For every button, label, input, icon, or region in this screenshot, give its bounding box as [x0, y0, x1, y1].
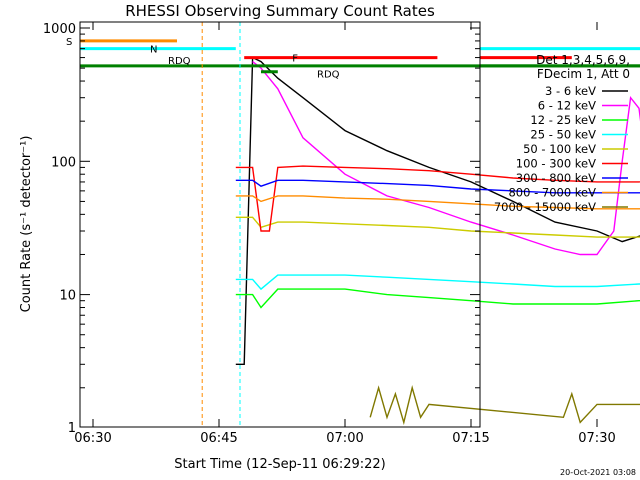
series-layer: [235, 56, 640, 426]
flag-label-rdq-4: RDQ: [317, 70, 340, 81]
x-tick-label-07-15: 07:15: [452, 431, 489, 446]
flag-label-f-2: F: [292, 54, 298, 65]
x-tick-label-06-45: 06:45: [200, 431, 237, 446]
series-line-300-800-kev: [235, 179, 640, 194]
y-tick-label-10: 10: [59, 289, 76, 304]
legend-label-100-300-kev: 100 - 300 keV: [516, 157, 596, 171]
legend-label-3-6-kev: 3 - 6 keV: [545, 84, 596, 98]
series-line-12-25-kev: [235, 288, 640, 309]
footer-timestamp: 20-Oct-2021 03:08: [560, 468, 636, 477]
y-tick-label-1: 1: [68, 421, 76, 436]
axes-layer: 06:3006:4507:0007:1507:3007:4508:0011010…: [43, 22, 616, 446]
series-line-800-7000-kev: [235, 195, 640, 210]
legend-header-line-2: FDecim 1, Att 0: [537, 67, 630, 81]
legend-label-800-7000-kev: 800 - 7000 keV: [508, 186, 596, 200]
y-axis-label: Count Rate (s⁻¹ detector⁻¹): [19, 136, 34, 313]
x-tick-label-06-30: 06:30: [74, 431, 111, 446]
series-line-25-50-kev: [235, 274, 640, 291]
y-tick-label-1000: 1000: [43, 22, 76, 37]
legend-header-line-1: Det 1,3,4,5,6,9,: [536, 53, 630, 67]
x-axis-label: Start Time (12-Sep-11 06:29:22): [174, 457, 385, 472]
series-line-7000-15000-kev: [369, 385, 640, 426]
flag-label-n-1: N: [150, 45, 157, 56]
legend-label-50-100-kev: 50 - 100 keV: [523, 142, 596, 156]
y-tick-label-100: 100: [51, 155, 76, 170]
legend-label-6-12-kev: 6 - 12 keV: [538, 99, 596, 113]
series-line-100-300-kev: [235, 165, 640, 232]
vline-layer: [201, 22, 241, 427]
legend-label-300-800-kev: 300 - 800 keV: [516, 171, 596, 185]
flag-label-rdq-3: RDQ: [168, 56, 191, 67]
x-tick-label-07-00: 07:00: [326, 431, 363, 446]
legend-label-7000-15000-kev: 7000 - 15000 keV: [494, 200, 596, 214]
chart-title: RHESSI Observing Summary Count Rates: [125, 2, 435, 20]
legend: Det 1,3,4,5,6,9, FDecim 1, Att 0 3 - 6 k…: [494, 53, 630, 214]
flags-layer: S N F RDQ RDQ: [66, 37, 640, 81]
x-tick-label-07-30: 07:30: [578, 431, 615, 446]
legend-label-12-25-kev: 12 - 25 keV: [530, 113, 596, 127]
flag-label-s-0: S: [66, 37, 72, 48]
legend-label-25-50-kev: 25 - 50 keV: [530, 128, 596, 142]
series-line-6-12-kev: [252, 61, 640, 256]
series-line-3-6-kev: [235, 56, 640, 365]
plot-frame: [79, 21, 481, 428]
